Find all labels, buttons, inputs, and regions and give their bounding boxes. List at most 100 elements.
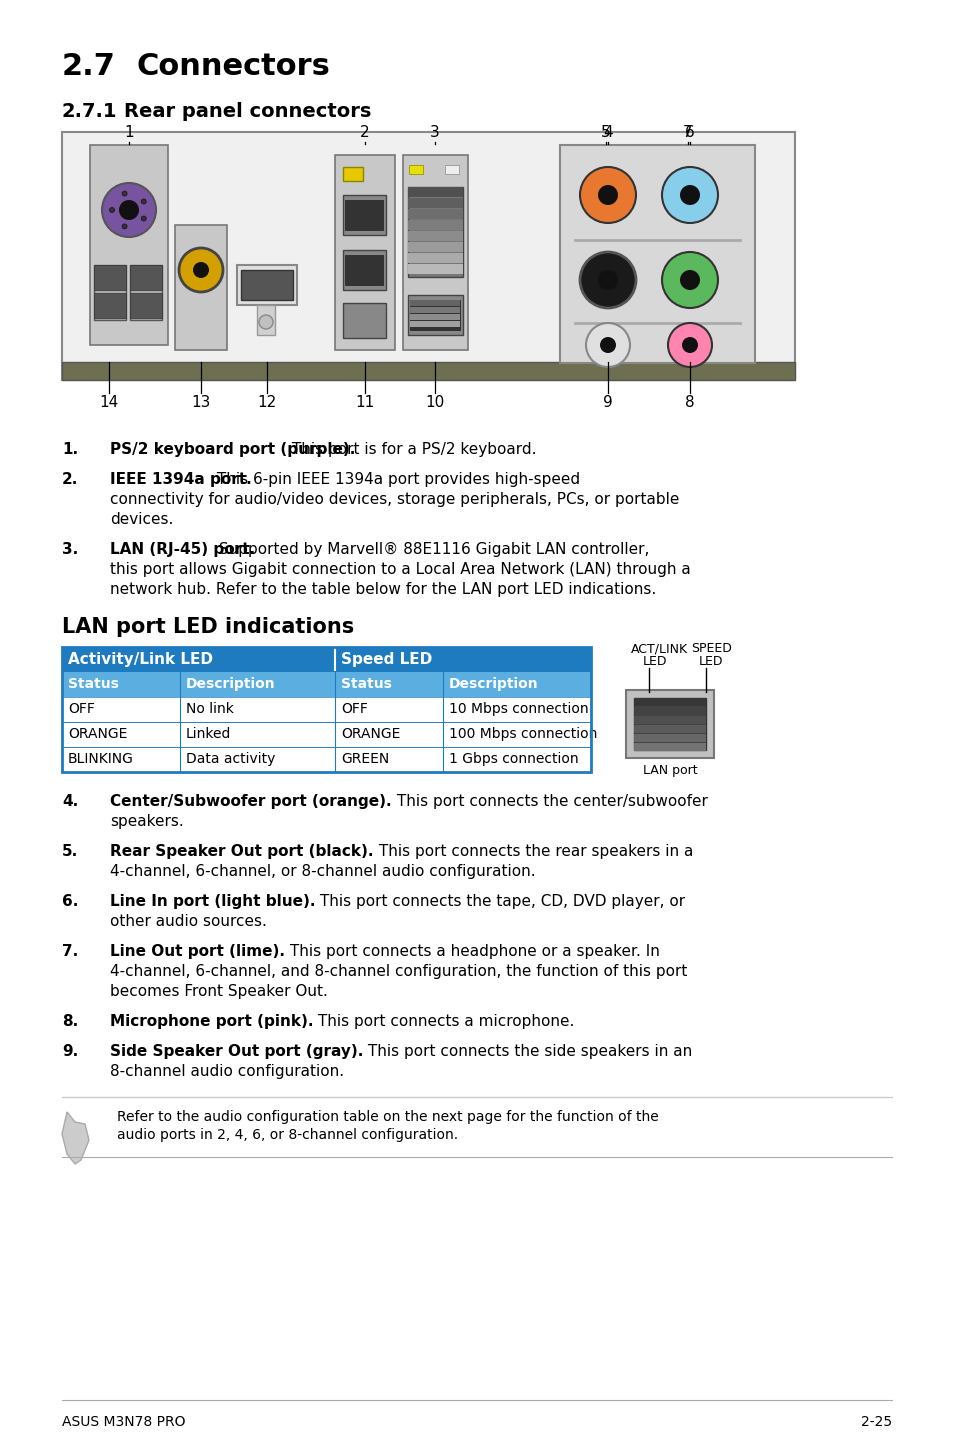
Text: Microphone port (pink).: Microphone port (pink). xyxy=(110,1014,314,1030)
Text: SPEED: SPEED xyxy=(690,641,731,654)
Text: connectivity for audio/video devices, storage peripherals, PCs, or portable: connectivity for audio/video devices, st… xyxy=(110,492,679,508)
Bar xyxy=(408,242,462,252)
Text: Connectors: Connectors xyxy=(137,52,331,81)
Text: 7.: 7. xyxy=(62,943,78,959)
Bar xyxy=(345,200,382,230)
Text: LAN port: LAN port xyxy=(642,764,697,777)
Bar xyxy=(634,697,705,706)
Text: 4-channel, 6-channel, and 8-channel configuration, the function of this port: 4-channel, 6-channel, and 8-channel conf… xyxy=(110,963,687,979)
Text: Description: Description xyxy=(186,677,275,692)
Text: LAN (RJ-45) port.: LAN (RJ-45) port. xyxy=(110,542,254,557)
Circle shape xyxy=(681,336,698,352)
Text: 9.: 9. xyxy=(62,1044,78,1058)
Circle shape xyxy=(193,262,209,278)
Text: 10: 10 xyxy=(425,395,444,410)
Text: IEEE 1394a port.: IEEE 1394a port. xyxy=(110,472,252,487)
Circle shape xyxy=(585,324,629,367)
Text: BLINKING: BLINKING xyxy=(68,752,133,766)
Bar xyxy=(94,265,126,290)
Bar xyxy=(130,293,162,318)
Bar xyxy=(62,362,794,380)
Bar xyxy=(410,306,459,313)
Text: 2: 2 xyxy=(360,125,370,139)
Text: 11: 11 xyxy=(355,395,375,410)
Bar xyxy=(410,313,459,321)
Circle shape xyxy=(667,324,711,367)
Circle shape xyxy=(661,252,718,308)
Circle shape xyxy=(599,336,616,352)
Text: Linked: Linked xyxy=(186,728,232,741)
Text: Status: Status xyxy=(68,677,119,692)
Bar xyxy=(94,265,126,321)
Text: ORANGE: ORANGE xyxy=(340,728,400,741)
Text: 1 Gbps connection: 1 Gbps connection xyxy=(449,752,578,766)
Text: ORANGE: ORANGE xyxy=(68,728,128,741)
Text: 4: 4 xyxy=(602,125,612,139)
Bar xyxy=(62,132,794,380)
Bar xyxy=(62,647,590,772)
Text: 6: 6 xyxy=(684,125,694,139)
Bar xyxy=(130,265,162,321)
Text: network hub. Refer to the table below for the LAN port LED indications.: network hub. Refer to the table below fo… xyxy=(110,582,656,597)
Text: 4.: 4. xyxy=(62,794,78,810)
Circle shape xyxy=(119,200,139,220)
Bar xyxy=(410,321,459,326)
Bar xyxy=(634,733,705,742)
Text: 1: 1 xyxy=(124,125,133,139)
Bar xyxy=(62,697,590,722)
Text: Refer to the audio configuration table on the next page for the function of the: Refer to the audio configuration table o… xyxy=(117,1110,659,1125)
Bar xyxy=(408,265,462,275)
Text: Line In port (light blue).: Line In port (light blue). xyxy=(110,894,315,909)
Text: PS/2 keyboard port (purple).: PS/2 keyboard port (purple). xyxy=(110,441,355,457)
Bar xyxy=(408,209,462,219)
Text: 3.: 3. xyxy=(62,542,78,557)
Bar xyxy=(408,295,462,335)
Bar xyxy=(343,303,386,338)
Text: 12: 12 xyxy=(257,395,276,410)
Bar xyxy=(410,301,459,329)
Bar xyxy=(559,145,754,362)
Bar xyxy=(408,253,462,263)
Text: this port allows Gigabit connection to a Local Area Network (LAN) through a: this port allows Gigabit connection to a… xyxy=(110,562,690,577)
Circle shape xyxy=(122,224,127,229)
Text: 2-25: 2-25 xyxy=(860,1415,891,1429)
Text: speakers.: speakers. xyxy=(110,814,184,828)
Text: Side Speaker Out port (gray).: Side Speaker Out port (gray). xyxy=(110,1044,363,1058)
Text: OFF: OFF xyxy=(340,702,368,716)
Text: This port connects a microphone.: This port connects a microphone. xyxy=(314,1014,575,1030)
Bar xyxy=(408,187,462,278)
Text: ACT/LINK: ACT/LINK xyxy=(630,641,687,654)
Bar xyxy=(130,265,162,290)
Text: 5: 5 xyxy=(600,125,610,139)
Text: GREEN: GREEN xyxy=(340,752,389,766)
Bar xyxy=(62,647,590,672)
Bar xyxy=(345,255,382,285)
Circle shape xyxy=(179,247,223,292)
Bar xyxy=(241,270,293,301)
Circle shape xyxy=(679,186,700,206)
Text: 2.7: 2.7 xyxy=(62,52,115,81)
Circle shape xyxy=(598,270,618,290)
Text: This port connects the center/subwoofer: This port connects the center/subwoofer xyxy=(392,794,707,810)
Text: This port connects the tape, CD, DVD player, or: This port connects the tape, CD, DVD pla… xyxy=(315,894,685,909)
Text: ASUS M3N78 PRO: ASUS M3N78 PRO xyxy=(62,1415,185,1429)
Circle shape xyxy=(141,216,146,221)
Text: This port connects the rear speakers in a: This port connects the rear speakers in … xyxy=(374,844,692,858)
Text: Activity/Link LED: Activity/Link LED xyxy=(68,651,213,667)
Bar xyxy=(634,743,705,751)
Text: OFF: OFF xyxy=(68,702,94,716)
Text: 5.: 5. xyxy=(62,844,78,858)
Text: LAN port LED indications: LAN port LED indications xyxy=(62,617,354,637)
Text: devices.: devices. xyxy=(110,512,173,526)
Text: 13: 13 xyxy=(192,395,211,410)
Bar xyxy=(408,198,462,209)
Text: Supported by Marvell® 88E1116 Gigabit LAN controller,: Supported by Marvell® 88E1116 Gigabit LA… xyxy=(214,542,649,557)
Circle shape xyxy=(110,207,114,213)
Text: 8: 8 xyxy=(684,395,694,410)
Text: This port connects the side speakers in an: This port connects the side speakers in … xyxy=(363,1044,692,1058)
Circle shape xyxy=(679,270,700,290)
Text: 100 Mbps connection: 100 Mbps connection xyxy=(449,728,597,741)
Text: Description: Description xyxy=(449,677,538,692)
Bar xyxy=(343,167,363,181)
Text: 8-channel audio configuration.: 8-channel audio configuration. xyxy=(110,1064,344,1078)
